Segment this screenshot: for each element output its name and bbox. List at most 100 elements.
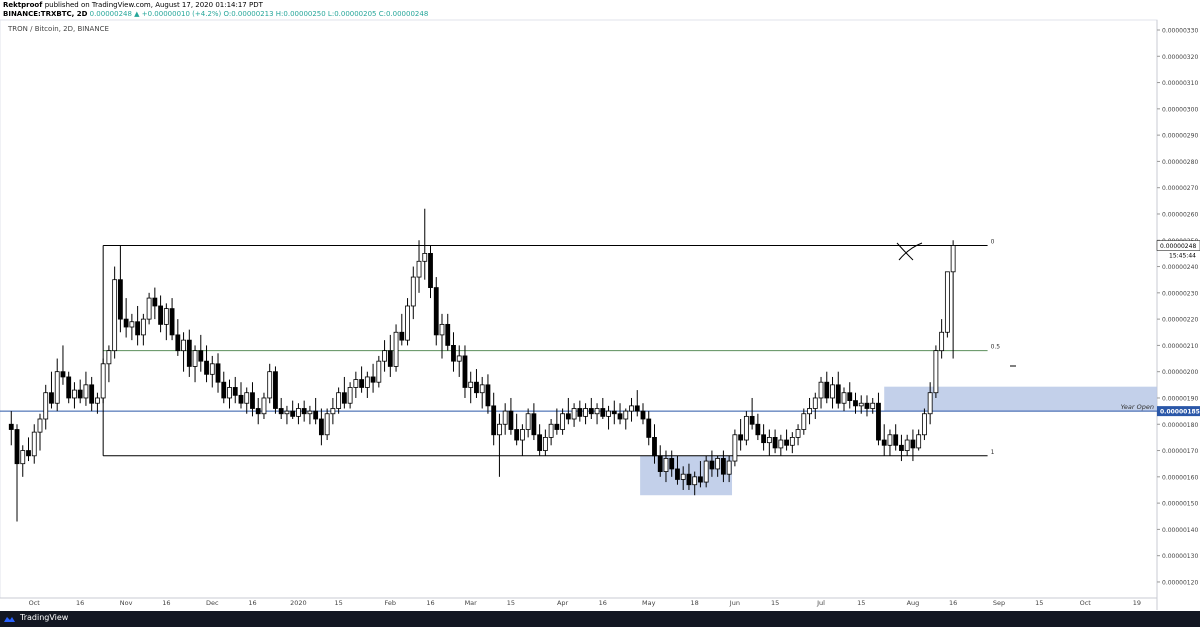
last-price: 0.00000248 — [1160, 243, 1196, 250]
candle-body — [893, 434, 899, 446]
candle-body — [709, 460, 715, 470]
candle-body — [703, 460, 709, 483]
x-tick-label: 2020 — [290, 599, 307, 607]
candle-body — [474, 381, 479, 394]
candle-body — [944, 271, 950, 333]
candle-body — [261, 397, 267, 415]
plot-layer: 0.00000120 0.00000130 0.00000140 0.00000150… — [0, 27, 1198, 607]
candle-body — [514, 429, 520, 441]
candle-body — [26, 450, 31, 457]
y-tick-label: 0.00000290 — [1162, 133, 1198, 140]
candle-body — [238, 394, 244, 404]
candle-body — [72, 389, 77, 399]
candle-body — [129, 321, 135, 328]
candle-body — [491, 405, 497, 436]
candle-body — [629, 405, 634, 412]
candle-body — [324, 413, 330, 436]
candle-body — [715, 458, 721, 470]
candle-body — [37, 418, 43, 433]
x-tick-label: 16 — [162, 599, 170, 607]
candle-body — [531, 413, 537, 436]
x-tick-label: Nov — [120, 599, 133, 607]
candle-body — [31, 431, 37, 457]
symbol: BINANCE:TRXBTC, 2D — [3, 10, 88, 18]
candle-body — [433, 287, 439, 336]
candle-body — [479, 384, 485, 394]
logo — [4, 617, 15, 622]
candle-body — [830, 384, 835, 399]
candle-body — [393, 331, 399, 367]
candle-body — [657, 455, 663, 472]
candle-body — [106, 350, 112, 365]
candle-body — [112, 279, 118, 352]
candle-body — [864, 402, 870, 409]
x-tick-label: 19 — [1133, 599, 1141, 607]
candle-body — [686, 473, 692, 486]
candle-body — [519, 429, 525, 441]
candle-body — [588, 408, 594, 415]
candle-body — [439, 323, 445, 336]
candle-body — [772, 437, 778, 449]
candle-body — [152, 297, 158, 307]
candle-body — [318, 418, 324, 436]
candle-body — [267, 371, 273, 399]
candle-body — [451, 345, 456, 362]
candle-body — [428, 253, 433, 288]
candle-body — [204, 360, 209, 375]
candle-body — [795, 429, 801, 438]
candle-body — [336, 392, 342, 409]
x-tick-label: Dec — [206, 599, 219, 607]
candle-body — [83, 384, 89, 399]
candle-body — [606, 410, 611, 417]
fib-label: 0 — [991, 239, 995, 246]
candle-body — [927, 392, 933, 415]
candle-body — [410, 276, 416, 307]
candle-body — [227, 387, 232, 399]
candle-body — [508, 410, 514, 430]
candle-body — [720, 458, 726, 475]
candle-body — [887, 434, 893, 446]
candle-body — [123, 318, 129, 328]
candle-body — [755, 423, 761, 436]
candle-body — [60, 371, 66, 378]
candle-body — [192, 350, 198, 367]
candle-body — [675, 468, 680, 480]
candle-body — [278, 408, 284, 415]
x-tick-label: Jun — [729, 599, 740, 607]
candle-body — [634, 405, 640, 412]
candle-body — [692, 476, 698, 486]
candle-body — [215, 363, 221, 383]
x-tick-label: Apr — [557, 599, 569, 607]
x-tick-label: 16 — [949, 599, 957, 607]
candle-body — [232, 387, 238, 396]
x-tick-label: Oct — [29, 599, 41, 607]
candle-body — [399, 331, 405, 341]
candle-body — [548, 423, 554, 438]
candle-body — [801, 413, 807, 430]
cross-annotation — [896, 242, 923, 261]
y-tick-label: 0.00000210 — [1162, 343, 1198, 350]
y-tick-label: 0.00000190 — [1162, 395, 1198, 402]
candle-body — [376, 360, 382, 383]
candle-body — [468, 381, 474, 388]
candle-body — [347, 387, 353, 404]
footer — [0, 611, 1200, 627]
x-tick-label: Oct — [1080, 599, 1092, 607]
candle-body — [186, 339, 192, 367]
fib-label: 0.5 — [991, 344, 1001, 351]
candle-body — [14, 429, 20, 465]
candle-body — [600, 408, 606, 417]
y-tick-label: 0.00000160 — [1162, 474, 1198, 481]
last-price-box — [1156, 240, 1200, 251]
x-tick-label: 15 — [1035, 599, 1043, 607]
candle-body — [824, 381, 830, 399]
candle-body — [916, 434, 922, 449]
candle-body — [881, 439, 887, 446]
author-name: Rektproof — [3, 1, 43, 9]
y-tick-label: 0.00000270 — [1162, 185, 1198, 192]
candle-body — [158, 305, 163, 325]
year-open-price: 0.00000185 — [1160, 409, 1200, 416]
candle-body — [749, 415, 755, 425]
candle-body — [273, 371, 278, 409]
